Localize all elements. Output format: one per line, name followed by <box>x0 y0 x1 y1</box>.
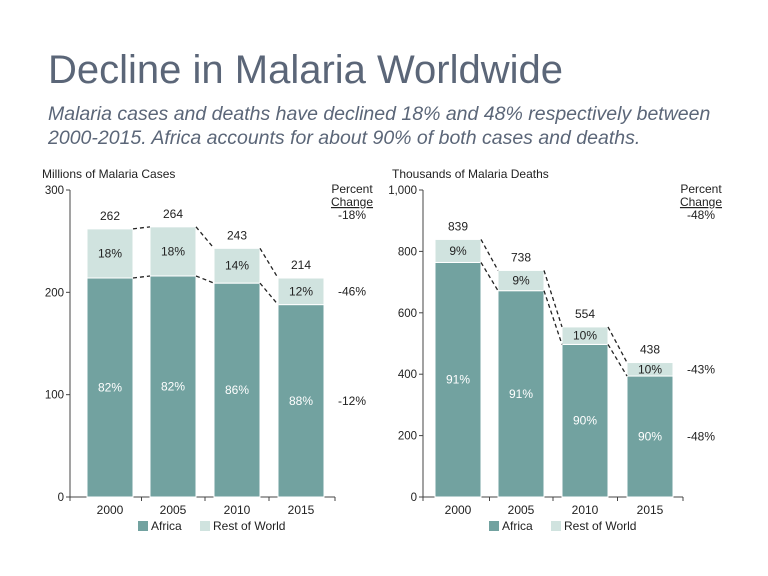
bar-africa <box>497 290 545 498</box>
y-tick-label: 200 <box>45 287 64 299</box>
percent-change-rest: -46% <box>338 284 366 298</box>
bar-rest-of-world <box>434 238 482 263</box>
bar-label-africa: 82% <box>161 379 185 393</box>
legend-label-rest: Rest of World <box>213 519 285 533</box>
legend-swatch-rest <box>551 521 561 531</box>
legend-label-africa: Africa <box>502 519 533 533</box>
bar-africa <box>86 277 134 498</box>
bar-label-rest: 18% <box>98 246 122 260</box>
bar-label-africa: 91% <box>509 387 533 401</box>
bar-africa <box>149 275 197 498</box>
percent-change-rest: -43% <box>687 362 715 376</box>
y-axis-label: Millions of Malaria Cases <box>42 167 175 181</box>
bar-label-rest: 9% <box>449 244 467 258</box>
percent-change-total: -18% <box>338 208 366 222</box>
legend-swatch-rest <box>200 521 210 531</box>
legend-label-africa: Africa <box>151 519 182 533</box>
y-tick-label: 100 <box>45 390 64 402</box>
x-tick-label: 2000 <box>97 503 124 517</box>
legend-swatch-africa <box>138 521 148 531</box>
connector-africa <box>132 275 151 279</box>
y-tick-label: 200 <box>398 431 417 443</box>
connector-total <box>607 326 628 363</box>
x-tick-label: 2010 <box>572 503 599 517</box>
bar-label-africa: 82% <box>98 381 122 395</box>
x-tick-label: 2005 <box>508 503 535 517</box>
connector-total <box>480 239 499 271</box>
bar-total-label: 738 <box>511 250 531 264</box>
bar-rest-of-world <box>213 247 261 284</box>
connector-africa <box>543 290 563 345</box>
bar-africa <box>213 282 261 498</box>
y-axis-label: Thousands of Malaria Deaths <box>392 167 549 181</box>
x-tick-label: 2015 <box>637 503 664 517</box>
percent-change-africa: -48% <box>687 430 715 444</box>
bar-total-label: 214 <box>291 258 311 272</box>
bar-label-africa: 88% <box>289 394 313 408</box>
y-tick-label: 600 <box>398 308 417 320</box>
bar-label-rest: 14% <box>225 259 249 273</box>
y-tick-label: 300 <box>45 185 64 197</box>
bar-africa <box>277 304 325 498</box>
bar-africa <box>626 375 674 498</box>
bar-total-label: 554 <box>575 307 595 321</box>
bar-label-africa: 91% <box>446 373 470 387</box>
connector-africa <box>195 275 215 284</box>
x-tick-label: 2010 <box>224 503 251 517</box>
legend: Africa Rest of World <box>138 519 285 533</box>
connector-africa <box>607 344 628 377</box>
bar-rest-of-world <box>561 326 609 345</box>
bar-africa <box>434 261 482 498</box>
legend-swatch-africa <box>489 521 499 531</box>
legend: Africa Rest of World <box>489 519 636 533</box>
y-tick-label: 0 <box>58 492 64 504</box>
chart-1: Millions of Malaria Cases 0 100 200 300 82% 18… <box>42 167 373 533</box>
bar-rest-of-world <box>149 226 197 277</box>
y-tick-label: 800 <box>398 246 417 258</box>
bar-total-label: 264 <box>163 207 183 221</box>
connector-total <box>132 226 151 230</box>
bar-total-label: 438 <box>640 343 660 357</box>
bar-rest-of-world <box>86 228 134 279</box>
bar-total-label: 839 <box>448 219 468 233</box>
x-tick-label: 2015 <box>288 503 315 517</box>
chart-2: Thousands of Malaria Deaths 0 200 400 600 800… <box>388 167 722 533</box>
bar-label-rest: 10% <box>638 362 662 376</box>
bar-label-africa: 90% <box>573 414 597 428</box>
bar-label-africa: 90% <box>638 430 662 444</box>
percent-change-header-line2: Change <box>331 195 373 209</box>
bar-total-label: 262 <box>100 209 120 223</box>
percent-change-header-line1: Percent <box>331 182 373 196</box>
bar-label-africa: 86% <box>225 383 249 397</box>
bar-label-rest: 10% <box>573 329 597 343</box>
y-tick-label: 400 <box>398 369 417 381</box>
legend-label-rest: Rest of World <box>564 519 636 533</box>
percent-change-header-line2: Change <box>680 195 722 209</box>
bar-rest-of-world <box>277 277 325 306</box>
page-subtitle: Malaria cases and deaths have declined 1… <box>48 103 711 149</box>
connector-total <box>195 226 215 249</box>
y-tick-label: 1,000 <box>388 185 417 197</box>
page-title: Decline in Malaria Worldwide <box>48 48 564 92</box>
connector-total <box>543 270 563 328</box>
y-tick-label: 0 <box>411 492 417 504</box>
connector-africa <box>259 282 279 306</box>
percent-change-africa: -12% <box>338 394 366 408</box>
x-tick-label: 2000 <box>445 503 472 517</box>
bar-rest-of-world <box>497 269 545 292</box>
bar-label-rest: 18% <box>161 244 185 258</box>
percent-change-header-line1: Percent <box>680 182 722 196</box>
x-tick-label: 2005 <box>160 503 187 517</box>
percent-change-total: -48% <box>687 208 715 222</box>
connector-total <box>259 247 279 279</box>
connector-africa <box>480 262 499 292</box>
bar-label-rest: 9% <box>512 274 530 288</box>
bar-label-rest: 12% <box>289 284 313 298</box>
bar-rest-of-world <box>626 362 674 377</box>
bar-total-label: 243 <box>227 228 247 242</box>
